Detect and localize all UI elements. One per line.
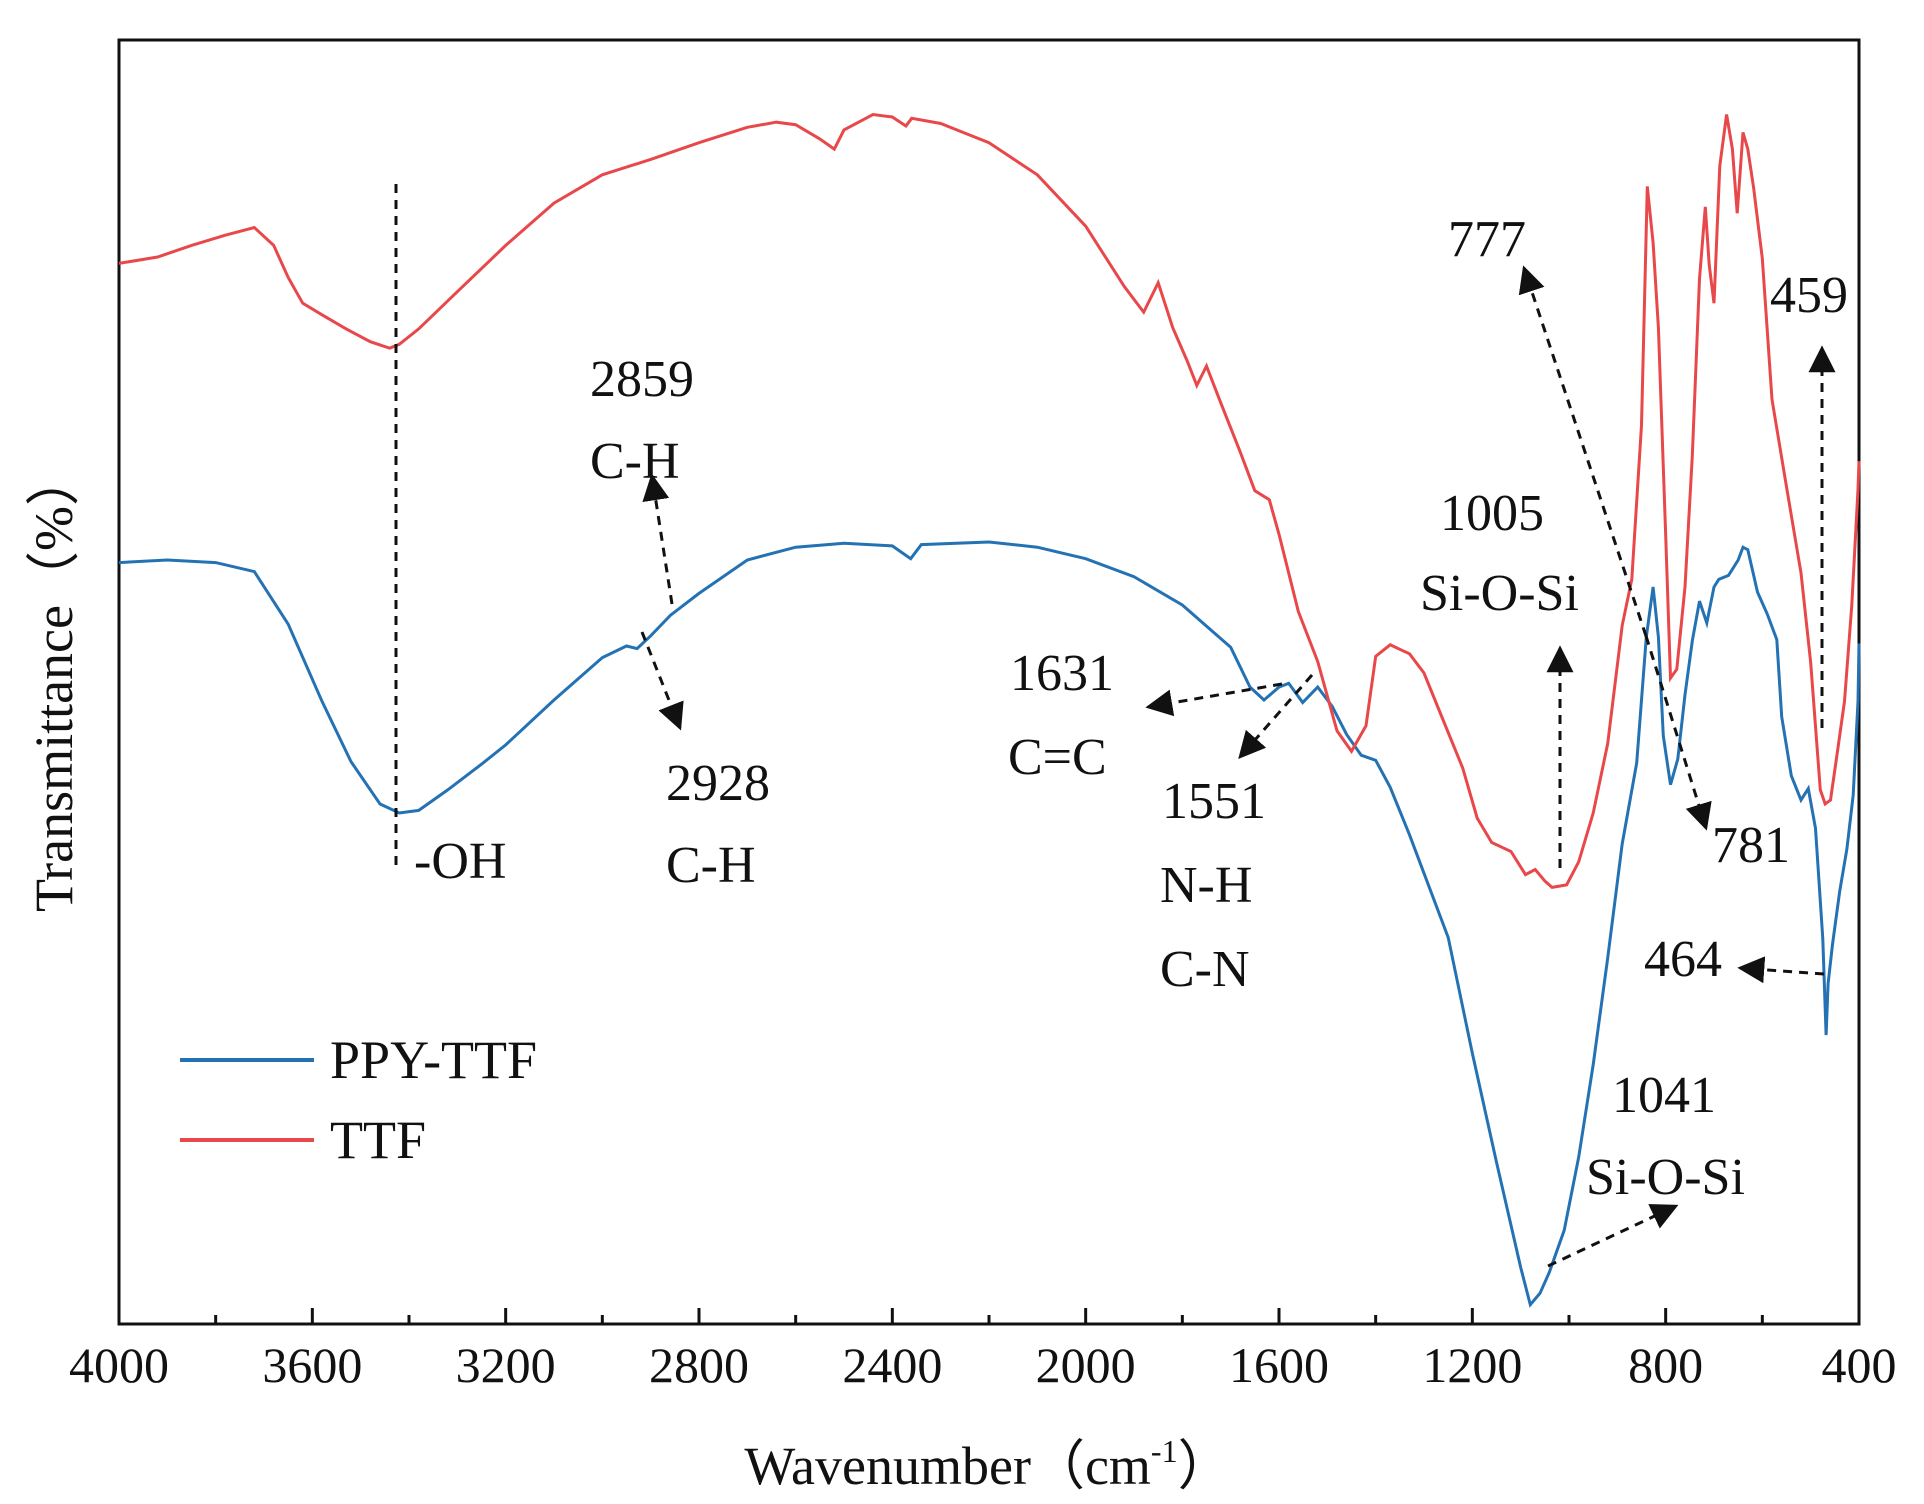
arrow-464 <box>1737 956 1825 984</box>
annotation-2859-bond: C-H <box>590 433 680 490</box>
x-tick-label: 400 <box>1822 1337 1897 1393</box>
arrow-2928 <box>640 631 684 731</box>
x-tick-label: 2000 <box>1036 1337 1136 1393</box>
x-axis-title-close: ） <box>1178 1436 1232 1496</box>
annotation-1041-value: 1041 <box>1612 1067 1716 1124</box>
x-tick-label: 3600 <box>262 1337 362 1393</box>
annotation-2859-value: 2859 <box>590 351 694 408</box>
annotation-1551-value: 1551 <box>1162 773 1266 830</box>
arrow-2859 <box>642 473 674 605</box>
annotation-464: 464 <box>1644 931 1722 988</box>
arrow-781 <box>1644 635 1712 831</box>
annotation-2928-bond: C-H <box>666 837 756 894</box>
x-tick-label: 800 <box>1628 1337 1703 1393</box>
annotation-1005-value: 1005 <box>1440 485 1544 542</box>
annotation-1631-bond: C=C <box>1008 729 1107 786</box>
x-tick-label: 4000 <box>69 1337 169 1393</box>
arrow-1041 <box>1547 1204 1679 1268</box>
y-axis-title: Transmittance（%） <box>24 452 84 912</box>
x-axis-title: Wavenumber（cm-1） <box>744 1433 1231 1496</box>
x-tick-label: 3200 <box>456 1337 556 1393</box>
annotation-2928-value: 2928 <box>666 755 770 812</box>
annotation-1551-bond-nh: N-H <box>1160 857 1252 914</box>
series-line-ttf <box>118 112 1861 889</box>
annotation-1551-bond-cn: C-N <box>1160 941 1250 998</box>
arrow-1631 <box>1145 682 1283 717</box>
x-axis-ticks: 4000 3600 3200 2800 2400 2000 1600 1200 800 400 <box>69 1308 1897 1393</box>
x-tick-label: 1200 <box>1422 1337 1522 1393</box>
x-tick-label: 2400 <box>842 1337 942 1393</box>
legend-label-ttf: TTF <box>330 1110 426 1170</box>
annotation-oh: -OH <box>414 833 506 890</box>
x-axis-title-main: Wavenumber（cm <box>744 1436 1151 1496</box>
x-tick-label: 1600 <box>1229 1337 1329 1393</box>
annotation-781: 781 <box>1712 817 1790 874</box>
annotation-777: 777 <box>1448 211 1526 268</box>
x-tick-label: 2800 <box>649 1337 749 1393</box>
x-axis-title-superscript: -1 <box>1151 1433 1178 1469</box>
legend-label-ppy-ttf: PPY-TTF <box>330 1030 537 1090</box>
arrow-777 <box>1518 265 1648 637</box>
annotation-1005-bond: Si-O-Si <box>1420 565 1579 622</box>
arrow-1551 <box>1238 674 1314 760</box>
series-line-ppy-ttf <box>118 540 1861 1308</box>
annotation-1041-bond: Si-O-Si <box>1586 1149 1745 1206</box>
legend: PPY-TTF TTF <box>180 1030 537 1170</box>
annotation-459: 459 <box>1770 267 1848 324</box>
annotation-1631-value: 1631 <box>1010 645 1114 702</box>
